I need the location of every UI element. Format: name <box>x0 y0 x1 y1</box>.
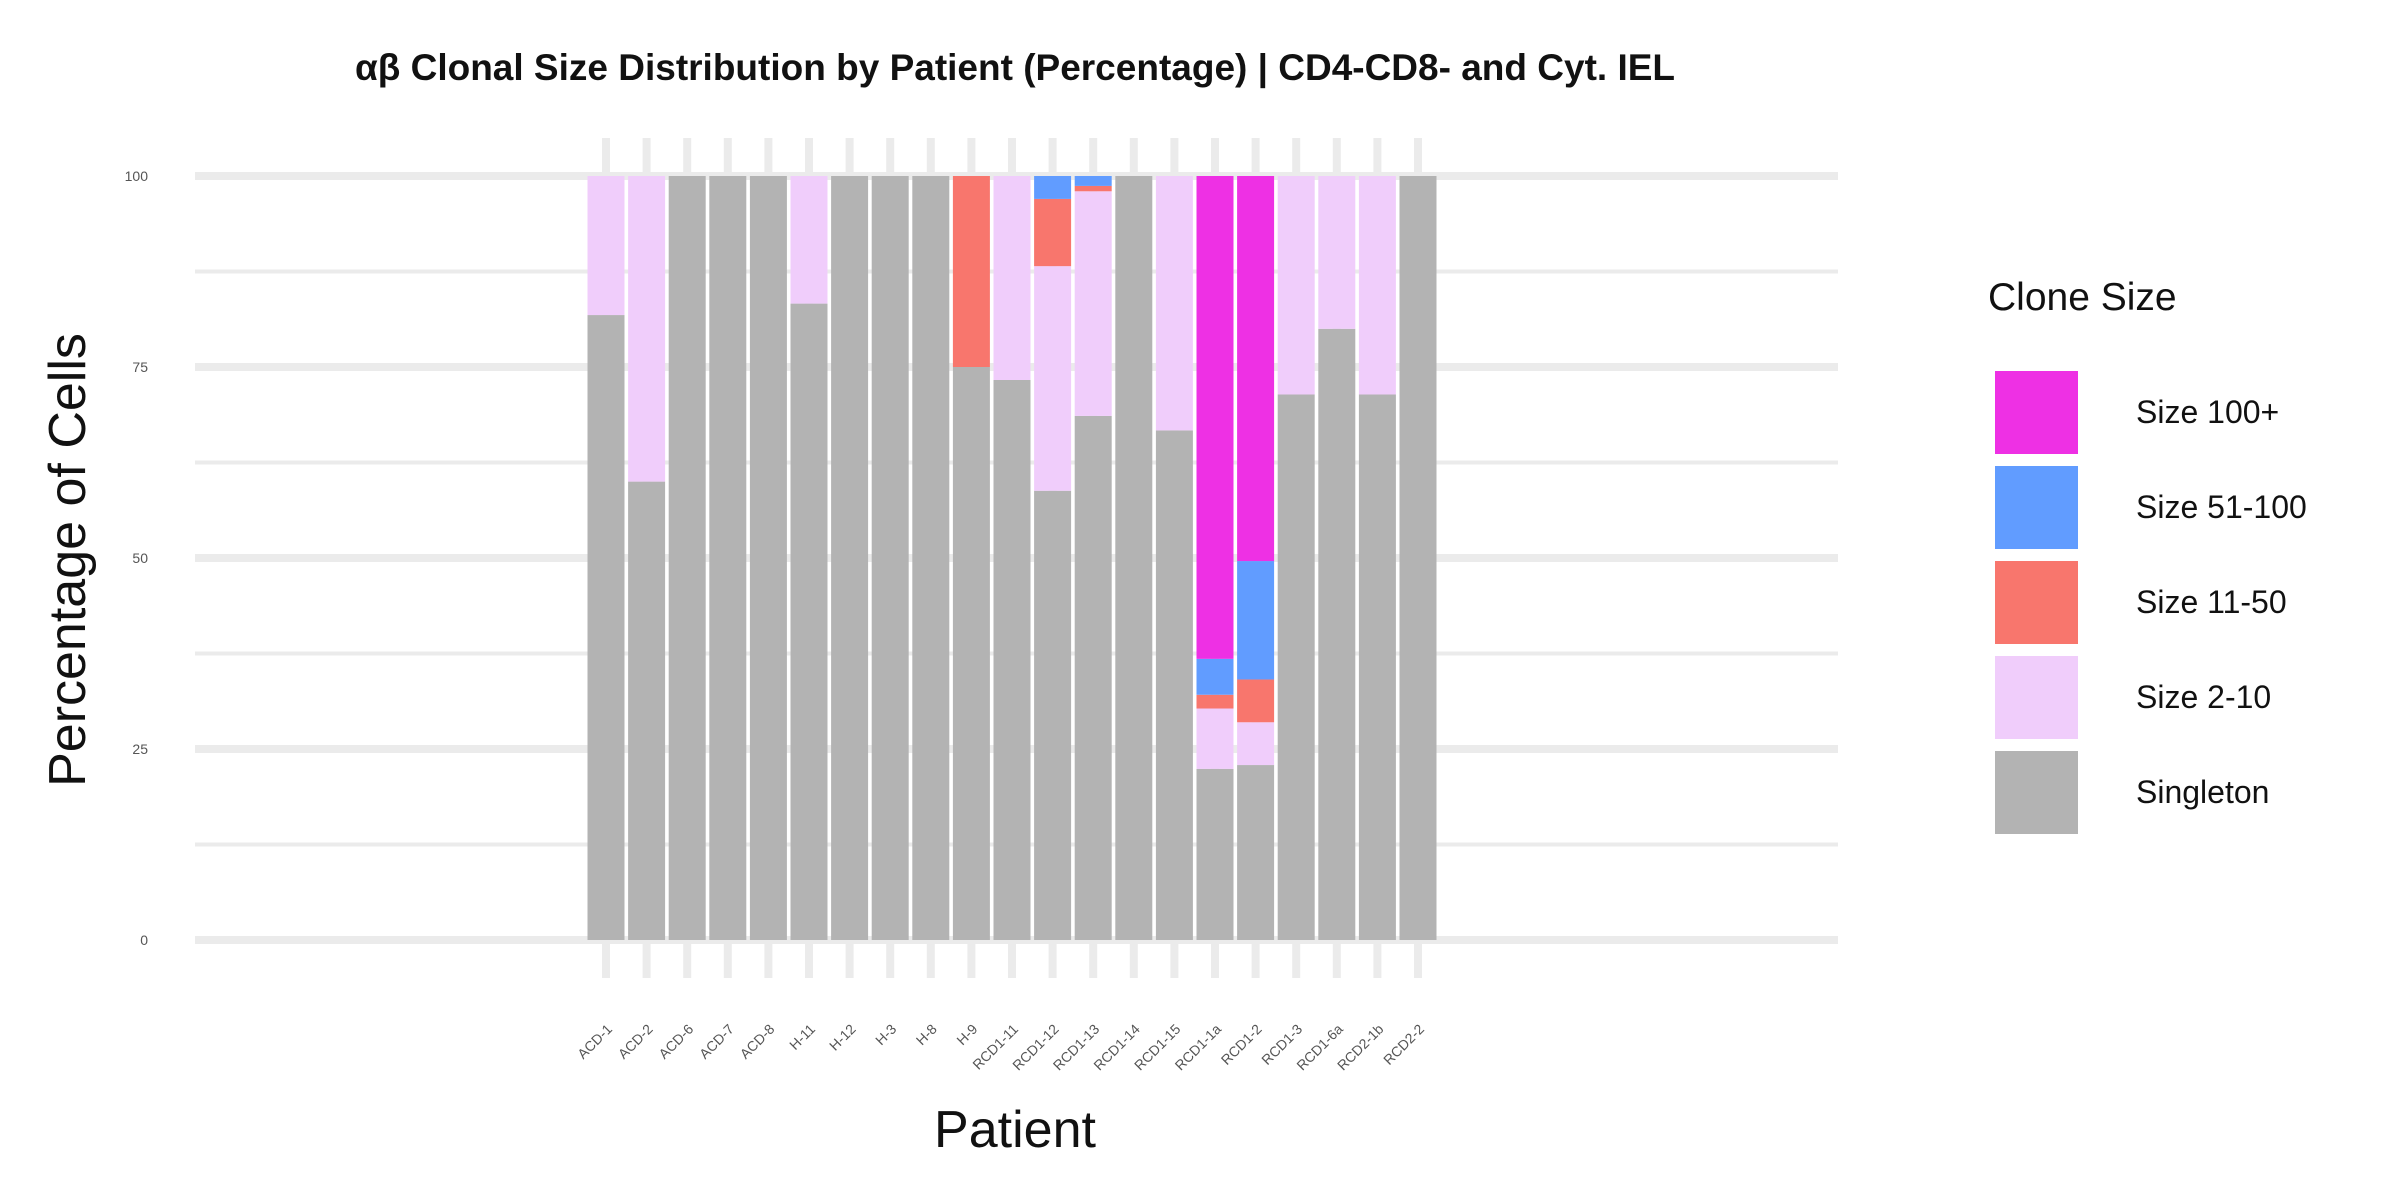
x-tick-label: ACD-6 <box>655 1021 696 1062</box>
bar-segment <box>1399 176 1437 940</box>
bar-segment <box>1237 679 1275 723</box>
y-axis-title: Percentage of Cells <box>39 333 97 787</box>
legend-swatch <box>1995 466 2078 549</box>
bars <box>587 176 1437 941</box>
bar-segment <box>790 303 828 940</box>
bar-segment <box>1034 266 1072 491</box>
x-tick-label: RCD2-2 <box>1380 1021 1427 1068</box>
bar-segment <box>1237 722 1275 766</box>
bar-segment <box>587 315 625 941</box>
x-tick-label: ACD-1 <box>574 1021 615 1062</box>
bar-segment <box>790 176 828 304</box>
bar-segment <box>1196 694 1234 709</box>
bar-segment <box>1074 176 1112 186</box>
bar-segment <box>1115 176 1153 940</box>
x-tick-label: ACD-7 <box>696 1021 737 1062</box>
bar-segment <box>628 176 666 482</box>
bar-segment <box>1196 768 1234 940</box>
legend-label: Singleton <box>2136 774 2269 810</box>
bar-segment <box>1237 176 1275 562</box>
bar-segment <box>1358 394 1396 940</box>
x-tick-label: H-8 <box>913 1021 940 1048</box>
legend-swatch <box>1995 561 2078 644</box>
bar-segment <box>1074 191 1112 416</box>
y-tick-label: 75 <box>132 359 148 375</box>
bar-segment <box>1155 430 1193 940</box>
bar-segment <box>1034 198 1072 267</box>
bar-segment <box>1358 176 1396 395</box>
bar-segment <box>1318 328 1356 940</box>
y-axis-ticks: 0 25 50 75 100 <box>125 168 149 948</box>
bar-segment <box>993 176 1031 380</box>
legend-label: Size 51-100 <box>2136 489 2307 525</box>
x-tick-label: H-12 <box>826 1021 859 1054</box>
bar-segment <box>709 176 747 940</box>
bar-segment <box>1074 415 1112 940</box>
bar-segment <box>668 176 706 940</box>
bar-segment <box>1237 561 1275 680</box>
bar-segment <box>871 176 909 940</box>
legend-title: Clone Size <box>1988 276 2177 319</box>
bar-segment <box>1277 176 1315 395</box>
bar-segment <box>952 367 990 940</box>
legend-label: Size 100+ <box>2136 394 2279 430</box>
bar-segment <box>952 176 990 367</box>
legend-label: Size 11-50 <box>2136 584 2287 620</box>
y-tick-label: 25 <box>132 741 148 757</box>
bar-segment <box>749 176 787 940</box>
x-tick-label: ACD-2 <box>615 1021 656 1062</box>
legend: Clone Size Size 100+ Size 51-100 Size 11-5… <box>1988 276 2307 834</box>
bar-segment <box>1034 490 1072 940</box>
bar-segment <box>912 176 950 940</box>
x-tick-label: H-3 <box>872 1021 899 1048</box>
bar-segment <box>1074 185 1112 192</box>
bar-segment <box>1277 394 1315 940</box>
bar-segment <box>1034 176 1072 199</box>
legend-swatch <box>1995 371 2078 454</box>
x-axis-ticks: ACD-1 ACD-2 ACD-6 ACD-7 ACD-8 H-11 H-12 H-3 H-8 H… <box>574 1021 1427 1074</box>
bar-segment <box>1237 765 1275 940</box>
bar-segment <box>1196 176 1234 659</box>
x-axis-title: Patient <box>934 1101 1096 1159</box>
bar-segment <box>1196 658 1234 695</box>
x-tick-label: H-9 <box>953 1021 980 1048</box>
legend-swatch <box>1995 751 2078 834</box>
y-tick-label: 0 <box>140 932 148 948</box>
y-tick-label: 100 <box>125 168 149 184</box>
x-tick-label: H-11 <box>786 1021 818 1053</box>
bar-segment <box>1155 176 1193 431</box>
bar-segment <box>1196 708 1234 769</box>
legend-swatch <box>1995 656 2078 739</box>
legend-label: Size 2-10 <box>2136 679 2271 715</box>
y-tick-label: 50 <box>132 550 148 566</box>
x-tick-label: ACD-8 <box>736 1021 777 1062</box>
bar-segment <box>587 176 625 316</box>
x-tick-label: RCD1-2 <box>1218 1021 1265 1068</box>
bar-segment <box>993 379 1031 940</box>
bar-segment <box>831 176 869 940</box>
chart-title: αβ Clonal Size Distribution by Patient (… <box>355 47 1675 89</box>
bar-segment <box>628 481 666 940</box>
bar-segment <box>1318 176 1356 329</box>
